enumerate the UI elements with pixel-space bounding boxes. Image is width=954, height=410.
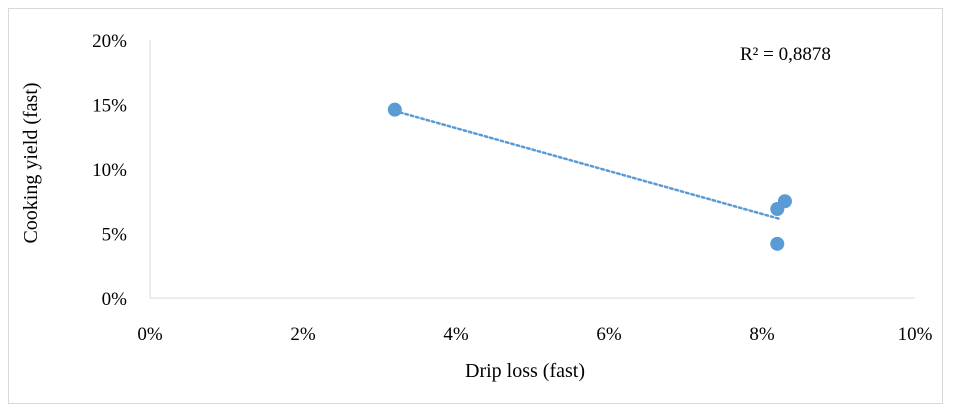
chart-frame: 0% 5% 10% 15% 20% 0% 2% 4% 6% 8% 10% Cooking yield… [8,8,943,404]
x-tick-label: 2% [290,324,316,345]
linear-trendline [393,109,783,221]
labels: Cooking yield (fast) Drip loss (fast) R²… [20,44,831,382]
data-point [777,194,792,209]
x-tick-label: 4% [443,324,469,345]
x-tick-label: 6% [596,324,622,345]
trendline-layer [393,109,783,221]
r-squared-annotation: R² = 0,8878 [740,44,831,65]
scatter-chart: 0% 5% 10% 15% 20% 0% 2% 4% 6% 8% 10% Cooking yield… [20,31,933,382]
data-point [770,236,785,251]
x-tick-label: 0% [137,324,163,345]
data-points [387,102,792,251]
y-tick-label: 0% [102,289,128,310]
y-tick-label: 10% [92,160,127,181]
y-axis-label: Cooking yield (fast) [20,82,42,243]
x-tick-label: 10% [898,324,933,345]
y-tick-label: 20% [92,31,127,52]
y-tick-label: 15% [92,96,127,117]
axes: 0% 5% 10% 15% 20% 0% 2% 4% 6% 8% 10% [92,31,932,345]
x-axis-label: Drip loss (fast) [465,360,585,382]
x-tick-label: 8% [749,324,775,345]
data-point [387,102,402,117]
y-tick-label: 5% [102,225,128,246]
